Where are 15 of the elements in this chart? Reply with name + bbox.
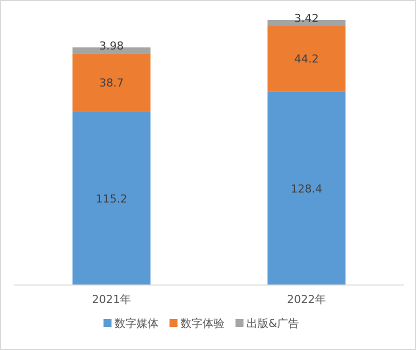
data-label: 115.2 — [96, 192, 128, 206]
data-label: 128.4 — [290, 182, 322, 196]
data-label: 38.7 — [99, 76, 124, 90]
legend-label: 数字媒体 — [114, 317, 158, 330]
x-tick-label: 2022年 — [287, 293, 326, 306]
legend-label: 数字体验 — [180, 317, 224, 330]
bar — [268, 92, 346, 285]
data-label: 44.2 — [294, 52, 319, 66]
legend-label: 出版&广告 — [246, 317, 300, 330]
bar — [268, 25, 346, 92]
data-label: 3.42 — [294, 12, 319, 25]
x-tick-label: 2021年 — [92, 293, 131, 306]
bar — [72, 112, 150, 285]
bar — [72, 53, 150, 112]
data-label: 3.98 — [99, 39, 124, 52]
